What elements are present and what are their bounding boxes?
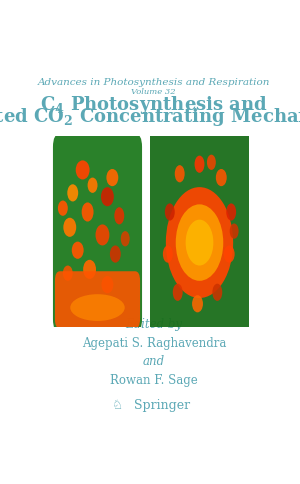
Ellipse shape [224,245,235,263]
Ellipse shape [192,295,203,312]
FancyBboxPatch shape [53,134,142,333]
Ellipse shape [114,207,124,225]
Ellipse shape [165,203,175,221]
Text: Edited by: Edited by [125,318,182,331]
Text: Agepati S. Raghavendra: Agepati S. Raghavendra [82,337,226,349]
Ellipse shape [101,187,114,206]
Ellipse shape [173,284,183,301]
Ellipse shape [110,245,121,263]
Ellipse shape [67,184,78,201]
Text: ♘: ♘ [112,399,123,412]
Ellipse shape [70,294,125,321]
FancyBboxPatch shape [142,120,257,342]
Ellipse shape [101,276,113,293]
Ellipse shape [121,231,130,246]
Ellipse shape [226,203,236,221]
Text: Springer: Springer [134,399,190,412]
Ellipse shape [63,266,73,281]
Ellipse shape [58,200,68,216]
Ellipse shape [88,178,98,193]
Ellipse shape [230,224,239,239]
Ellipse shape [216,169,227,186]
Ellipse shape [82,202,94,222]
Ellipse shape [83,260,96,279]
Ellipse shape [72,242,84,259]
Ellipse shape [95,225,110,245]
Text: Rowan F. Sage: Rowan F. Sage [110,374,198,387]
Ellipse shape [76,160,90,180]
Ellipse shape [166,187,233,298]
Ellipse shape [163,245,173,263]
Ellipse shape [176,204,223,281]
Ellipse shape [194,155,205,173]
Text: and: and [143,355,165,368]
Ellipse shape [207,155,216,170]
Text: Volume 32: Volume 32 [131,89,176,96]
Ellipse shape [212,284,222,301]
Ellipse shape [106,169,118,186]
FancyBboxPatch shape [55,271,140,329]
Text: Related $\mathregular{CO_2}$ Concentrating Mechanisms: Related $\mathregular{CO_2}$ Concentrati… [0,106,300,128]
Text: Advances in Photosynthesis and Respiration: Advances in Photosynthesis and Respirati… [38,78,270,87]
Ellipse shape [63,218,76,237]
Text: $\mathregular{C_4}$ Photosynthesis and: $\mathregular{C_4}$ Photosynthesis and [40,94,268,116]
Ellipse shape [186,220,213,266]
Ellipse shape [175,165,185,182]
